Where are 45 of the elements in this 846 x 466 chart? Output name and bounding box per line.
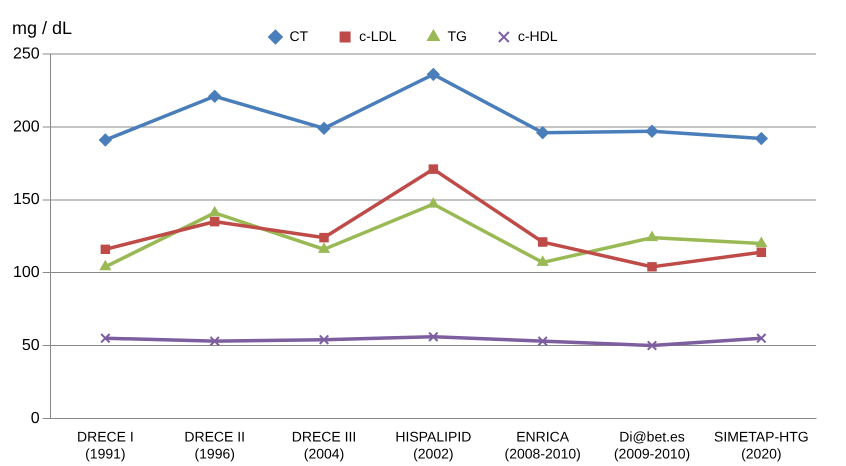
y-tick-label: 200: [12, 118, 40, 136]
point: [319, 232, 329, 242]
point: [318, 334, 330, 345]
point: [100, 332, 111, 344]
legend-label: TG: [447, 28, 467, 44]
legend-label: CT: [289, 28, 309, 44]
point: [536, 256, 548, 266]
point: [209, 336, 220, 346]
point: [208, 90, 222, 103]
point: [756, 247, 766, 257]
x-tick-label: DRECE I (1991): [76, 428, 134, 462]
point: [318, 122, 331, 135]
x-tick-label: DRECE II (1996): [184, 428, 246, 462]
x-tick-label: DRECE III (2004): [292, 428, 356, 462]
point: [100, 260, 112, 270]
x-tick-label: SIMETAP-HTG (2020): [714, 428, 809, 462]
y-tick-label: 250: [12, 45, 40, 62]
point: [646, 124, 659, 138]
point: [428, 332, 439, 342]
point: [428, 164, 438, 174]
y-tick-label: 150: [12, 191, 40, 208]
point: [318, 242, 330, 253]
point: [538, 237, 548, 247]
point: [426, 68, 440, 81]
point: [756, 332, 767, 344]
point: [98, 134, 112, 146]
point: [646, 231, 658, 242]
point: [647, 262, 657, 272]
point: [537, 336, 548, 346]
legend-label: c-HDL: [518, 28, 558, 44]
point: [754, 132, 768, 146]
x-tick-label: Di@bet.es (2009-2010): [614, 428, 690, 462]
point: [210, 216, 220, 226]
y-tick-label: 100: [12, 264, 40, 282]
point: [756, 236, 768, 247]
point: [428, 198, 440, 208]
y-tick-label: 0: [30, 410, 40, 427]
point: [646, 340, 658, 351]
point: [536, 126, 550, 140]
point: [100, 244, 110, 254]
x-tick-label: ENRICA (2008-2010): [504, 428, 581, 462]
y-axis-title: mg / dL: [12, 18, 72, 38]
legend-label: c-LDL: [359, 28, 397, 44]
y-tick-label: 50: [22, 336, 40, 354]
x-tick-label: HISPALIPID (2002): [395, 428, 472, 462]
